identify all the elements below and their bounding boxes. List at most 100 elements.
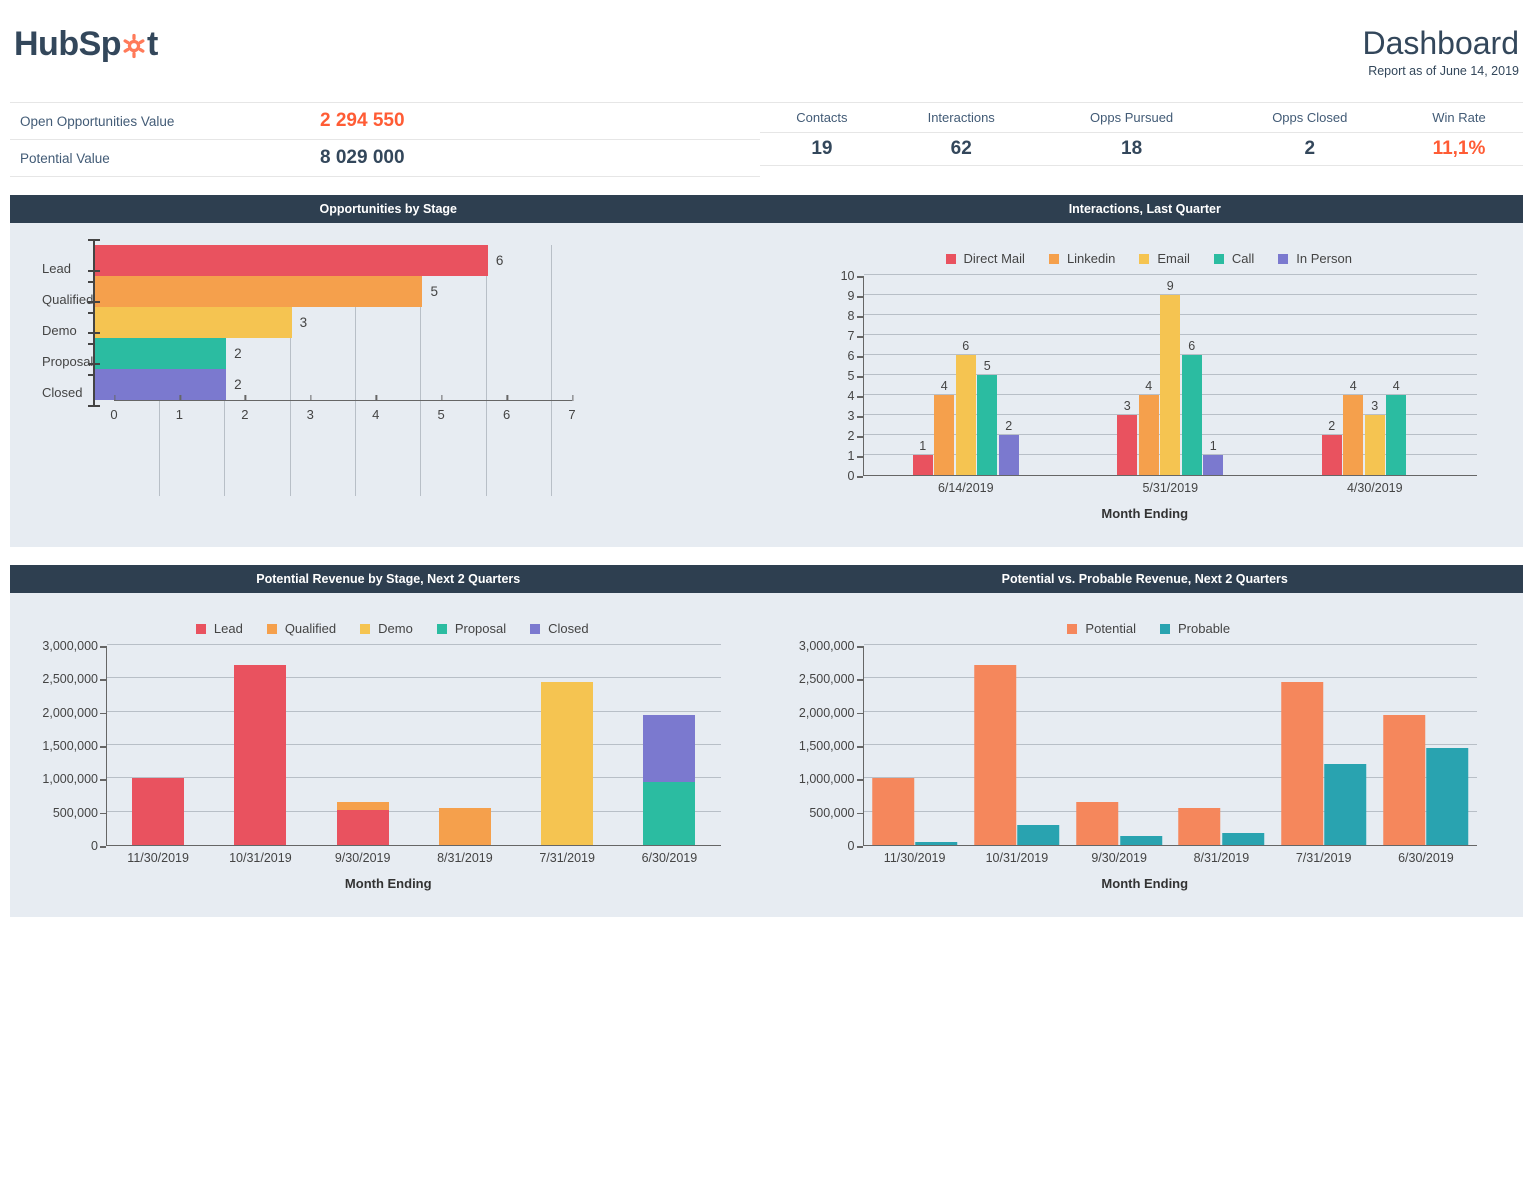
gridline (107, 644, 721, 645)
kpi-band: Open Opportunities Value 2 294 550 Poten… (10, 102, 1523, 177)
column-bar (1120, 836, 1162, 845)
hbar-row: Closed 2 (42, 369, 551, 400)
x-category: 11/30/2019 (127, 851, 189, 865)
gridline (107, 711, 721, 712)
x-tick: 1 (176, 401, 183, 422)
legend-item: Call (1206, 251, 1254, 266)
hbar-label: Qualified (42, 276, 93, 307)
column-bar: 1 (1203, 455, 1223, 475)
gridline (864, 274, 1478, 275)
stack-segment (132, 778, 184, 845)
x-category: 6/30/2019 (1398, 851, 1454, 865)
y-tick: 6 (848, 349, 855, 363)
column-bar: 3 (1117, 415, 1137, 475)
hbar-table: Lead 6 Qualified 5 Demo (42, 245, 551, 400)
column-bar: 4 (1386, 395, 1406, 475)
panel-title: Potential Revenue by Stage, Next 2 Quart… (10, 565, 767, 593)
y-tick: 3,000,000 (42, 639, 98, 653)
y-tick: 1,000,000 (42, 772, 98, 786)
chart-legend: Direct MailLinkedinEmailCallIn Person (793, 245, 1498, 276)
column-bar (915, 842, 957, 845)
legend-swatch-icon (1278, 254, 1288, 264)
legend-swatch-icon (360, 624, 370, 634)
kpi-value: 18 (1039, 133, 1225, 166)
x-category: 8/31/2019 (1194, 851, 1250, 865)
stack-segment (234, 665, 286, 845)
y-tick: 1,000,000 (799, 772, 855, 786)
column-bar (1018, 825, 1060, 845)
stack-segment (643, 782, 695, 845)
hbar-row: Qualified 5 (42, 276, 551, 307)
chart-legend: PotentialProbable (793, 615, 1498, 646)
axis-title: Month Ending (793, 506, 1498, 521)
kpi-label: Potential Value (10, 140, 310, 177)
hbar-value: 2 (234, 377, 242, 392)
column-bar: 9 (1160, 295, 1180, 475)
stack (541, 682, 593, 845)
chart-legend: LeadQualifiedDemoProposalClosed (36, 615, 741, 646)
y-tick: 7 (848, 329, 855, 343)
legend-item: In Person (1270, 251, 1352, 266)
column-group: 14652 (913, 355, 1019, 475)
hbar-row: Lead 6 (42, 245, 551, 276)
axis-title: Month Ending (36, 876, 741, 891)
panel-title: Opportunities by Stage (10, 195, 767, 223)
legend-swatch-icon (1214, 254, 1224, 264)
kpi-value: 62 (884, 133, 1039, 166)
y-tick: 2,000,000 (799, 706, 855, 720)
legend-item: Probable (1152, 621, 1230, 636)
hbar-value: 5 (430, 284, 438, 299)
x-category: 5/31/2019 (1142, 481, 1198, 495)
axis-title: Month Ending (793, 876, 1498, 891)
y-tick: 4 (848, 389, 855, 403)
gridline (864, 711, 1478, 712)
x-category: 10/31/2019 (229, 851, 292, 865)
legend-swatch-icon (267, 624, 277, 634)
kpi-left: Open Opportunities Value 2 294 550 Poten… (10, 102, 760, 177)
panel-pot-vs-prob: Potential vs. Probable Revenue, Next 2 Q… (767, 565, 1524, 917)
stack (643, 715, 695, 845)
column-plot: 012345678910 146523496124346/14/20195/31… (793, 276, 1498, 476)
grid-area: 11/30/201910/31/20199/30/20198/31/20197/… (863, 646, 1478, 846)
column-bar: 4 (1139, 395, 1159, 475)
x-tick: 6 (503, 401, 510, 422)
panel-interactions: Interactions, Last Quarter Direct MailLi… (767, 195, 1524, 547)
hbar (95, 245, 488, 276)
column-bar (1324, 764, 1366, 845)
legend-swatch-icon (1049, 254, 1059, 264)
x-category: 7/31/2019 (539, 851, 595, 865)
hbar-value: 2 (234, 346, 242, 361)
legend-item: Linkedin (1041, 251, 1115, 266)
y-tick: 2,500,000 (42, 672, 98, 686)
y-axis: 0500,0001,000,0001,500,0002,000,0002,500… (793, 646, 863, 846)
panel-opps-by-stage: Opportunities by Stage Lead 6 Qualified … (10, 195, 767, 547)
hbar-label: Closed (42, 369, 93, 400)
legend-item: Qualified (259, 621, 336, 636)
column-plot: 0500,0001,000,0001,500,0002,000,0002,500… (793, 646, 1498, 846)
y-tick: 9 (848, 289, 855, 303)
column-group (1179, 808, 1265, 845)
column-bar: 6 (956, 355, 976, 475)
y-tick: 8 (848, 309, 855, 323)
column-bar (1179, 808, 1221, 845)
logo-text-pre: HubSp (14, 25, 121, 63)
chart-pot-vs-prob: PotentialProbable 0500,0001,000,0001,500… (767, 593, 1524, 895)
stack (234, 665, 286, 845)
column-bar (1281, 682, 1323, 845)
legend-item: Proposal (429, 621, 506, 636)
kpi-row: Open Opportunities Value 2 294 550 (10, 103, 760, 140)
header: HubSpt Dashboard Report as of June 14, 2… (10, 25, 1523, 98)
y-tick: 3,000,000 (799, 639, 855, 653)
hbar-label: Proposal (42, 338, 93, 369)
y-tick: 0 (91, 839, 98, 853)
gear-icon (121, 26, 147, 65)
hbar-label: Lead (42, 245, 93, 276)
y-tick: 1,500,000 (799, 739, 855, 753)
column-bar: 2 (1322, 435, 1342, 475)
kpi-value-row: 19 62 18 2 11,1% (760, 133, 1523, 166)
gridline (107, 777, 721, 778)
column-bar (1222, 833, 1264, 845)
legend-item: Direct Mail (938, 251, 1025, 266)
hbar-value: 6 (496, 253, 504, 268)
legend-item: Lead (188, 621, 243, 636)
